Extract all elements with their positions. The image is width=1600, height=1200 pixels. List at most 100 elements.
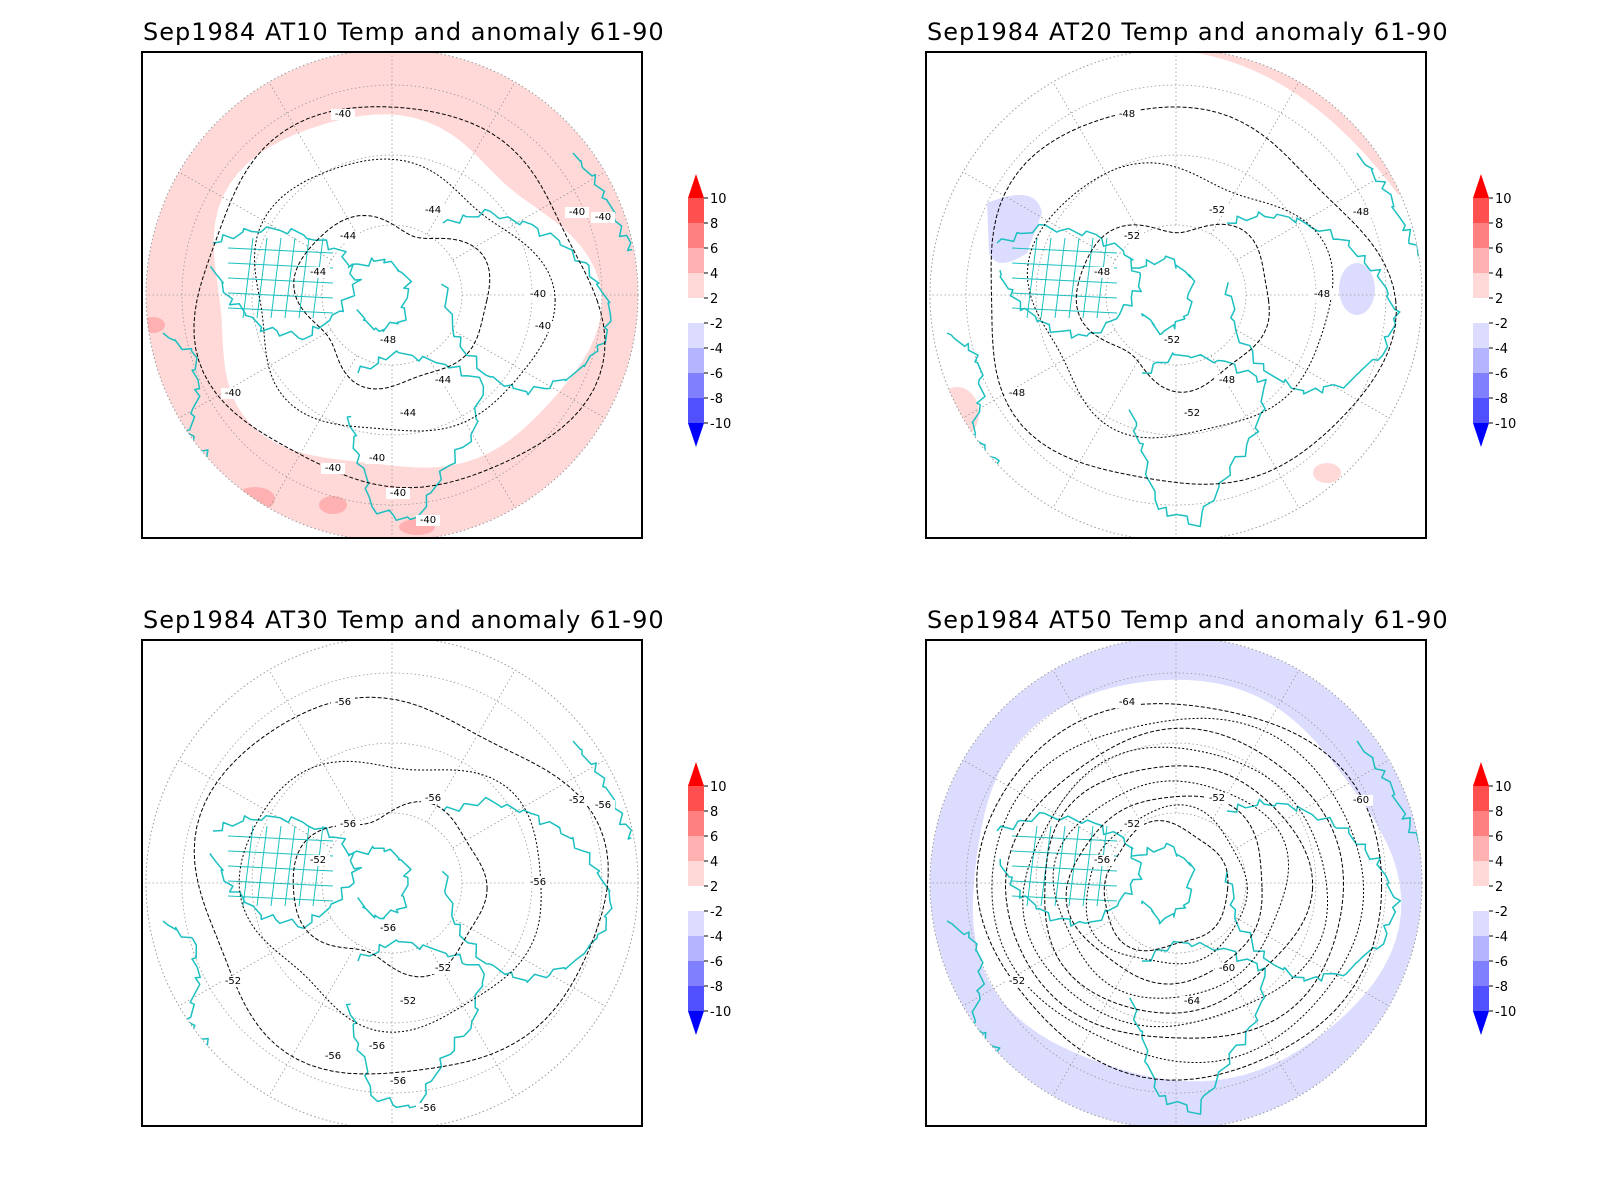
border-line [256, 825, 268, 907]
contour-label-bg [1160, 335, 1184, 346]
longitude-line [1236, 759, 1390, 849]
colorbar-segment [688, 298, 704, 323]
map-frame: -40 -40 -40 -44 -44 -44 -44 -44 -48 -40 -40 -40 -40-… [141, 51, 643, 539]
contour-label: -40 [335, 109, 351, 120]
colorbar-segment [688, 961, 704, 986]
contour-label-bg [1090, 855, 1114, 866]
longitude-line [268, 669, 358, 823]
polar-map: -40-40-40-44-44-44-44-44-48-40-40-40-40-… [145, 53, 639, 537]
coastline [1128, 352, 1267, 528]
colorbar-label: -2 [1495, 317, 1508, 332]
contour-label-bg [1180, 408, 1204, 419]
colorbar: 10 8 6 4 2 -2 -4 -6 -8 -10 [1473, 174, 1516, 447]
contour-label: -64 [1119, 697, 1135, 708]
coastline [996, 811, 1143, 927]
colorbar-label: 10 [1495, 780, 1512, 795]
colorbar-label: 6 [1495, 830, 1503, 845]
longitude-line [1052, 355, 1142, 509]
contour-line [1085, 804, 1248, 965]
colorbar-label: -4 [710, 342, 723, 357]
contour-label-bg [1180, 996, 1204, 1007]
contour-label-bg [1120, 231, 1144, 242]
coastline [1356, 152, 1420, 257]
contour-label-bg [331, 697, 355, 708]
map-boundary [145, 641, 639, 1125]
contour-label-bg [1205, 793, 1229, 804]
contour-label-bg [565, 795, 589, 806]
colorbar-label: 2 [1495, 880, 1503, 895]
colorbar-label: -10 [710, 417, 731, 432]
colorbar-segment [1473, 861, 1489, 886]
border-line [227, 865, 334, 872]
colorbar-segment [688, 323, 704, 348]
coastline [1356, 740, 1420, 845]
contour-label: -48 [1094, 267, 1110, 278]
map-boundary [145, 53, 639, 537]
contour-label-bg [221, 388, 245, 399]
colorbar-label: -8 [1495, 980, 1508, 995]
longitude-line [268, 943, 358, 1097]
coastline [346, 350, 485, 522]
colorbar-label: -8 [710, 980, 723, 995]
colorbar-label: 10 [710, 192, 727, 207]
colorbar-segment [688, 248, 704, 273]
colorbar-arrow-bottom [688, 423, 704, 447]
panel-title: Sep1984 AT50 Temp and anomaly 61-90 [927, 606, 1449, 634]
contour-label: -56 [1094, 855, 1110, 866]
anomaly-patch [987, 195, 1042, 263]
contour-label: -56 [380, 923, 396, 934]
contour-label-bg [531, 321, 555, 332]
longitude-line [452, 917, 606, 1007]
map-frame: -48 -48 -48 -52 -52 -48 -48 -52 -52 -48 [925, 51, 1427, 539]
contour-label: -56 [425, 793, 441, 804]
longitude-line [1052, 81, 1142, 235]
colorbar-segment [1473, 811, 1489, 836]
contour-label: -64 [1184, 996, 1200, 1007]
colorbar-label: 2 [1495, 292, 1503, 307]
coastline [1129, 940, 1266, 1115]
contour-label: -60 [1219, 963, 1235, 974]
anomaly-patch [235, 487, 275, 511]
contour-label: -52 [1209, 793, 1225, 804]
coastline [572, 740, 632, 840]
contour-label: -56 [530, 877, 546, 888]
border-line [270, 237, 282, 319]
border-line [1011, 835, 1118, 842]
contour-label: -56 [420, 1103, 436, 1114]
colorbar-arrow-bottom [1473, 1011, 1489, 1035]
contour-label: -56 [325, 1051, 341, 1062]
border-line [227, 895, 334, 902]
colorbar-segment [688, 786, 704, 811]
contour-label-bg [386, 1076, 410, 1087]
contour-label: -40 [595, 212, 611, 223]
map-boundary [929, 641, 1423, 1125]
contour-label: -56 [390, 1076, 406, 1087]
anomaly-patch [1339, 263, 1375, 315]
contour-label-bg [1120, 819, 1144, 830]
coastline [347, 845, 412, 920]
colorbar-label: 4 [1495, 855, 1503, 870]
colorbar-segment [1473, 298, 1489, 323]
contour-label: -52 [1009, 976, 1025, 987]
contour-label: -40 [325, 463, 341, 474]
border-line [227, 292, 334, 299]
colorbar-label: -10 [710, 1005, 731, 1020]
contour-label-bg [365, 453, 389, 464]
coastline [572, 152, 633, 252]
colorbar-segment [688, 223, 704, 248]
longitude-line [962, 171, 1116, 261]
longitude-line [962, 329, 1116, 419]
colorbar-label: -10 [1495, 1005, 1516, 1020]
coastline [209, 226, 363, 341]
contour-label-bg [526, 289, 550, 300]
longitude-line [268, 81, 358, 235]
colorbar-segment [1473, 986, 1489, 1011]
contour-label-bg [1349, 207, 1373, 218]
coastline [441, 208, 612, 396]
colorbar-label: -4 [1495, 342, 1508, 357]
colorbar-label: -2 [1495, 905, 1508, 920]
coastline [441, 796, 613, 983]
contour-label: -48 [1219, 375, 1235, 386]
contour-line [1075, 223, 1270, 393]
contour-line [991, 717, 1365, 1063]
